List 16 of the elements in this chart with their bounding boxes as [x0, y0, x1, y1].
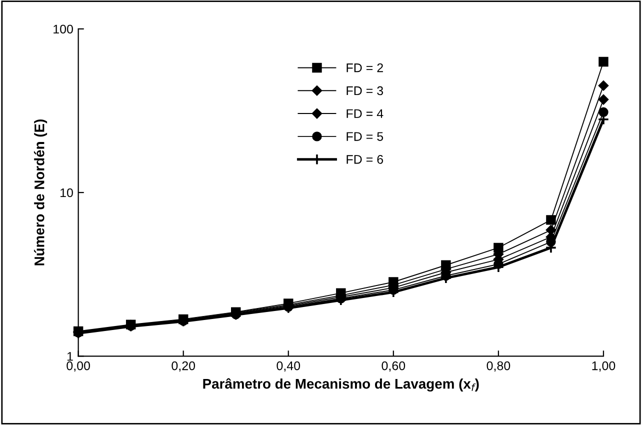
x-tick-label: 0,80: [486, 361, 510, 372]
legend-label: FD = 4: [346, 109, 384, 118]
x-tick-label: 1,00: [592, 361, 616, 372]
legend-label: FD = 6: [346, 154, 384, 164]
y-axis-title: Número de Nordén (E): [34, 120, 48, 266]
legend-label: FD = 2: [346, 63, 383, 72]
x-tick-label: 0,00: [66, 361, 90, 372]
x-tick-label: 0,40: [276, 361, 300, 372]
legend-label: FD = 3: [346, 86, 384, 96]
x-tick-label: 0,20: [172, 361, 196, 372]
x-tick-label: 0,60: [382, 361, 406, 372]
legend-label: FD = 5: [346, 132, 384, 141]
y-tick-label: 10: [60, 188, 73, 198]
y-tick-label: 1: [67, 352, 73, 361]
y-tick-label: 100: [54, 24, 73, 34]
x-axis-title: Parâmetro de Mecanismo de Lavagem (x$_{f}$): [203, 378, 479, 392]
